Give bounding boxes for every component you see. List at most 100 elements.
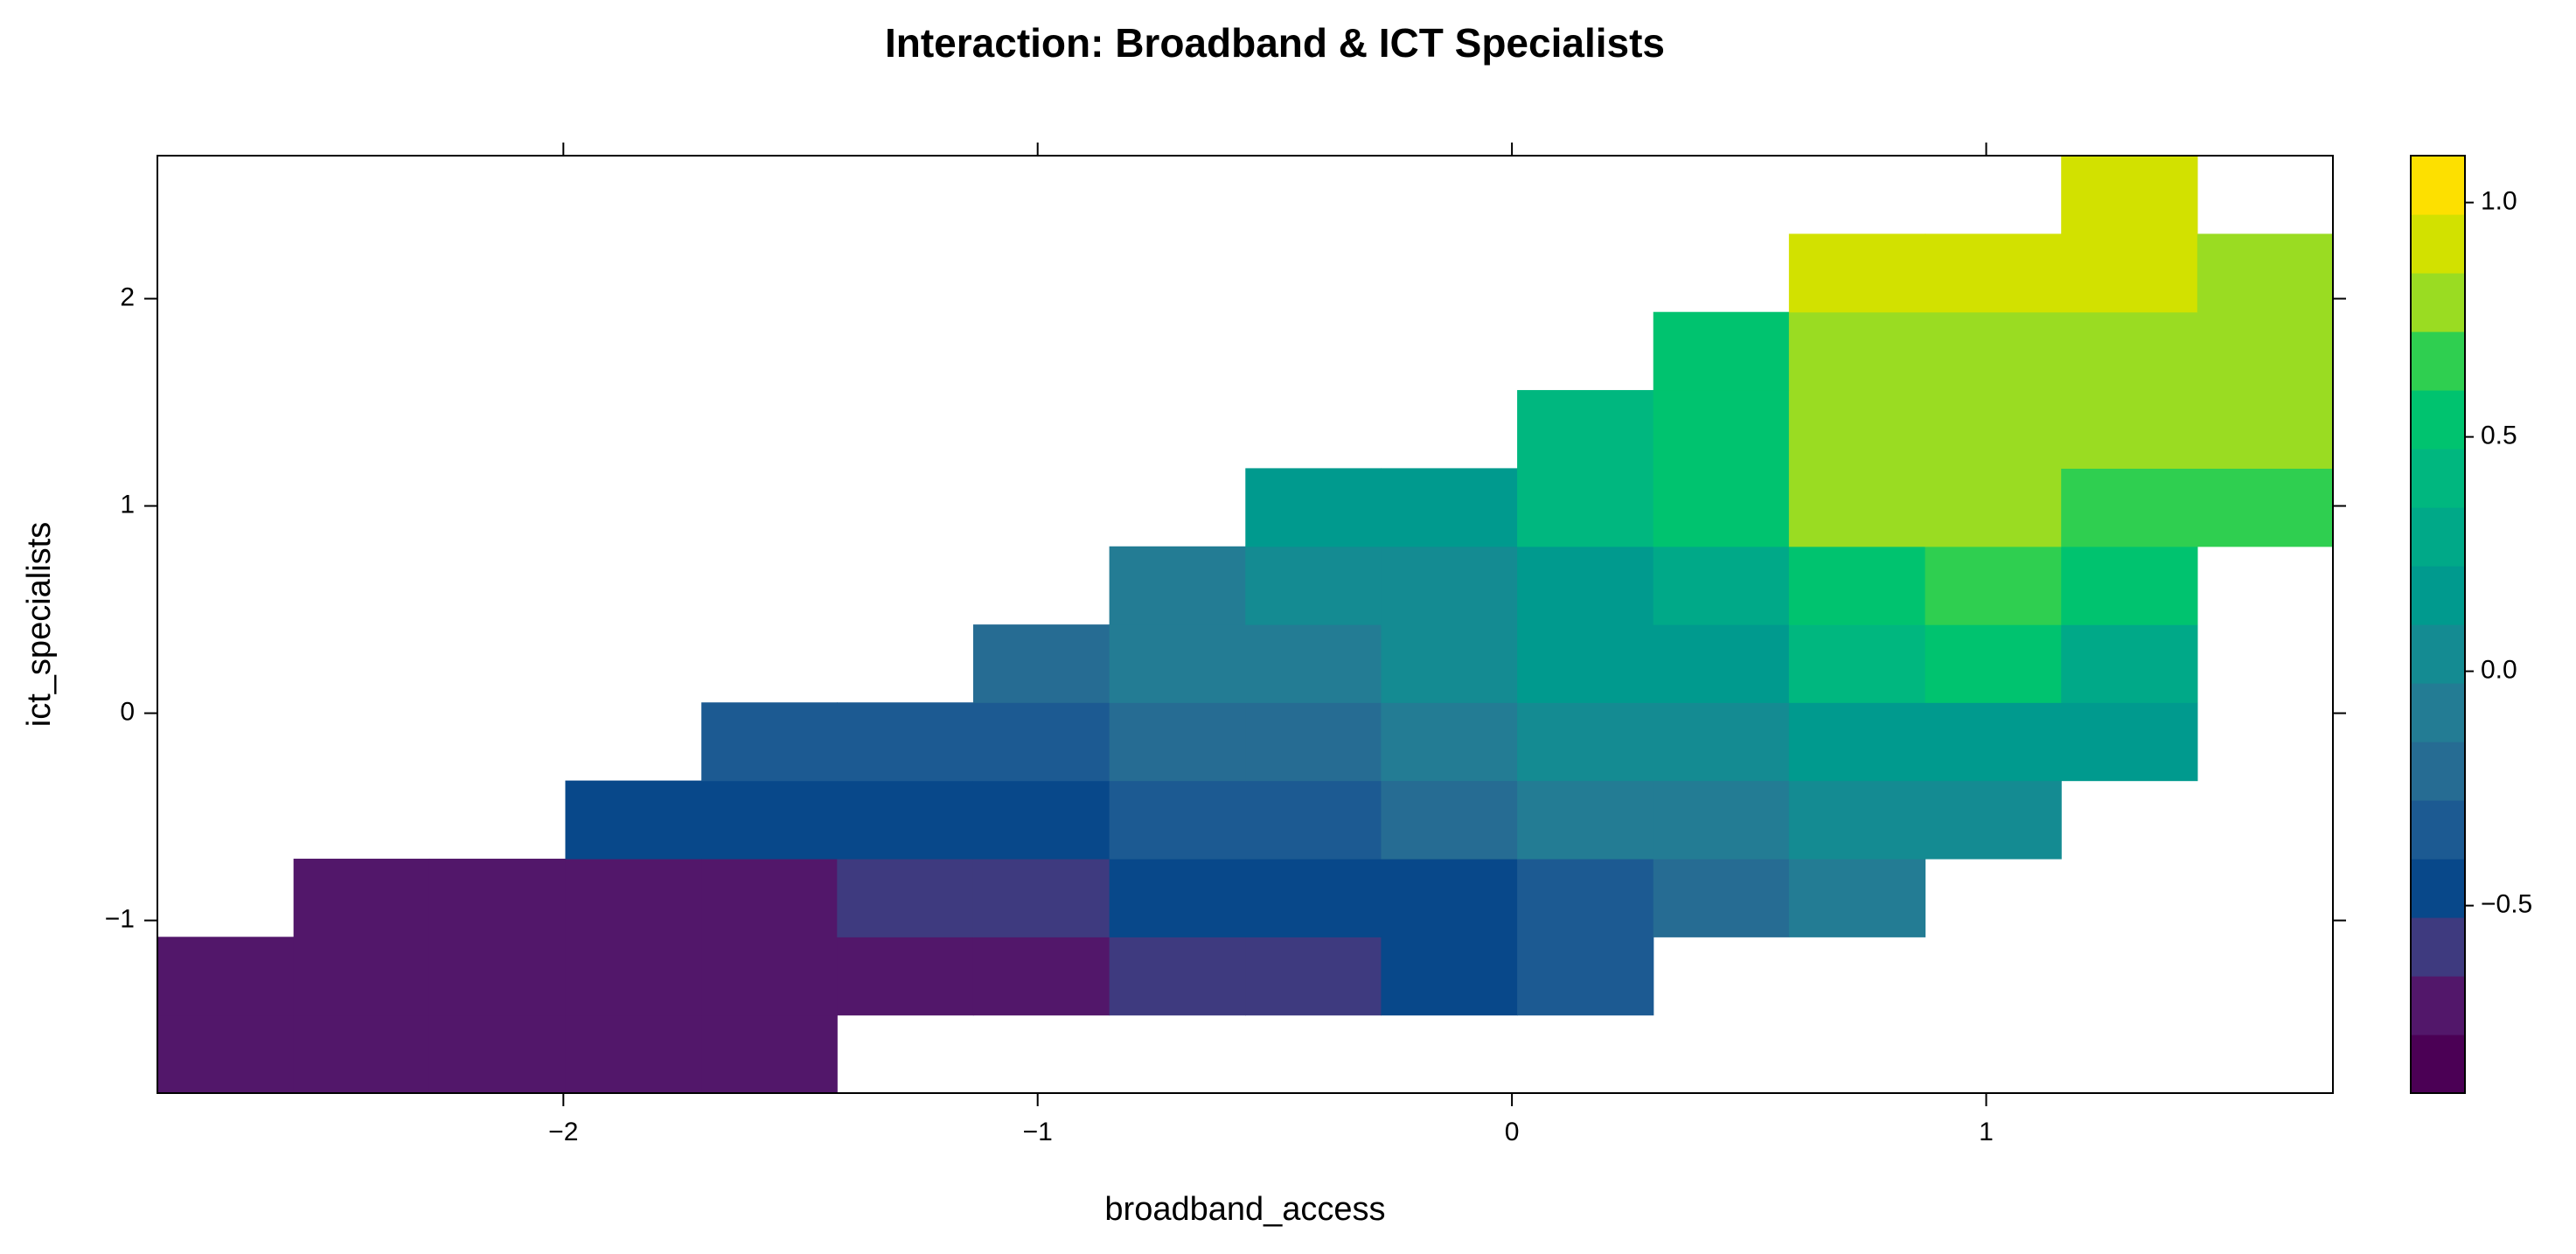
heatmap-cell — [1381, 937, 1518, 1016]
heatmap-cell — [565, 780, 702, 860]
heatmap-cell — [1653, 546, 1790, 625]
heatmap-cell — [701, 1014, 838, 1094]
y-tick-label: 1 — [120, 490, 135, 519]
heatmap-cell — [157, 937, 295, 1016]
heatmap-cell — [1245, 780, 1382, 860]
colorkey-band — [2411, 859, 2465, 918]
heatmap-cell — [2061, 156, 2198, 234]
heatmap-cell — [2061, 311, 2198, 391]
colorkey-band — [2411, 683, 2465, 742]
colorkey-band — [2411, 800, 2465, 860]
heatmap-cell — [1925, 468, 2062, 547]
heatmap-cell — [1517, 780, 1654, 860]
heatmap-cell — [293, 858, 430, 937]
x-tick-label: −1 — [1023, 1118, 1053, 1146]
heatmap-cell — [1653, 780, 1790, 860]
heatmap-cell — [1925, 780, 2062, 860]
heatmap-cell — [1245, 858, 1382, 937]
heatmap-cell — [1788, 624, 1926, 703]
heatmap-cell — [1517, 702, 1654, 782]
heatmap-cell — [701, 858, 838, 937]
heatmap-cell — [972, 780, 1110, 860]
heatmap-cell — [1245, 624, 1382, 703]
colorkey-band — [2411, 331, 2465, 391]
heatmap-cell — [1245, 546, 1382, 625]
heatmap-cell — [972, 624, 1110, 703]
heatmap-cell — [1925, 233, 2062, 313]
heatmap-cell — [1517, 468, 1654, 547]
heatmap-cell — [701, 702, 838, 782]
heatmap-cell — [1517, 624, 1654, 703]
heatmap-cell — [1788, 702, 1926, 782]
x-axis-label: broadband_access — [1104, 1191, 1385, 1228]
heatmap-cell — [1517, 390, 1654, 470]
heatmap-cell — [701, 780, 838, 860]
heatmap-cell — [1788, 546, 1926, 625]
heatmap-cell — [428, 1014, 567, 1094]
heatmap-cell — [1381, 546, 1518, 625]
heatmap-cell — [1788, 311, 1926, 391]
colorkey-tick-label: 0.5 — [2481, 421, 2517, 450]
heatmap-cell — [157, 1014, 295, 1094]
heatmap-cell — [1109, 937, 1246, 1016]
heatmap-cell — [1653, 702, 1790, 782]
heatmap-cell — [1653, 390, 1790, 470]
heatmap-cell — [1925, 546, 2062, 625]
heatmap-cell — [2197, 390, 2334, 470]
heatmap-cell — [1925, 702, 2062, 782]
frame-layer: −2 −1 0 1 −1 0 1 2 −0.5 0.0 0.5 1.0 — [105, 143, 2532, 1146]
heatmap-cell — [1653, 858, 1790, 937]
heatmap-cell — [972, 702, 1110, 782]
heatmap-cell — [1381, 858, 1518, 937]
heatmap-cell — [1109, 624, 1246, 703]
x-tick-label: 0 — [1505, 1118, 1520, 1146]
heatmap-cell — [837, 780, 974, 860]
heatmap-cell — [1517, 546, 1654, 625]
heatmap-cell — [1381, 780, 1518, 860]
heatmap-cell — [2061, 390, 2198, 470]
heatmap-cell — [972, 937, 1110, 1016]
heatmap-cell — [1517, 937, 1654, 1016]
heatmap-cell — [1245, 468, 1382, 547]
colorkey-band — [2411, 449, 2465, 508]
heatmap-cells — [157, 156, 2334, 1094]
heatmap-cell — [701, 937, 838, 1016]
colorkey-band — [2411, 156, 2465, 215]
heatmap-cell — [428, 858, 567, 937]
heatmap-cell — [1653, 311, 1790, 391]
heatmap-cell — [2061, 546, 2198, 625]
heatmap-cell — [1925, 390, 2062, 470]
heatmap-cell — [1245, 702, 1382, 782]
colorkey-band — [2411, 917, 2465, 977]
colorkey-tick-label: −0.5 — [2481, 890, 2532, 919]
heatmap-cell — [1109, 780, 1246, 860]
heatmap-cell — [1788, 468, 1926, 547]
heatmap-cell — [972, 858, 1110, 937]
colorkey-band — [2411, 624, 2465, 684]
heatmap-cell — [565, 937, 702, 1016]
heatmap-cell — [2197, 311, 2334, 391]
heatmap-cell — [565, 1014, 702, 1094]
colorkey-border — [2410, 155, 2466, 1094]
y-tick-label: −1 — [105, 904, 135, 933]
heatmap-cell — [1925, 624, 2062, 703]
heatmap-cell — [2061, 233, 2198, 313]
heatmap-cell — [1381, 468, 1518, 547]
heatmap-cell — [2197, 233, 2334, 313]
heatmap-cell — [1925, 311, 2062, 391]
heatmap-cell — [1788, 858, 1926, 937]
heatmap-cell — [1109, 858, 1246, 937]
colorkey-band — [2411, 566, 2465, 625]
y-tick-label: 0 — [120, 697, 135, 726]
heatmap-cell — [837, 858, 974, 937]
colorkey-band — [2411, 390, 2465, 449]
heatmap-cell — [428, 937, 567, 1016]
heatmap-cell — [1788, 233, 1926, 313]
colorkey-band — [2411, 976, 2465, 1035]
heatmap-cell — [1653, 468, 1790, 547]
heatmap-cell — [2061, 468, 2198, 547]
x-tick-label: −2 — [548, 1118, 578, 1146]
y-axis-label: ict_specialists — [21, 522, 58, 727]
